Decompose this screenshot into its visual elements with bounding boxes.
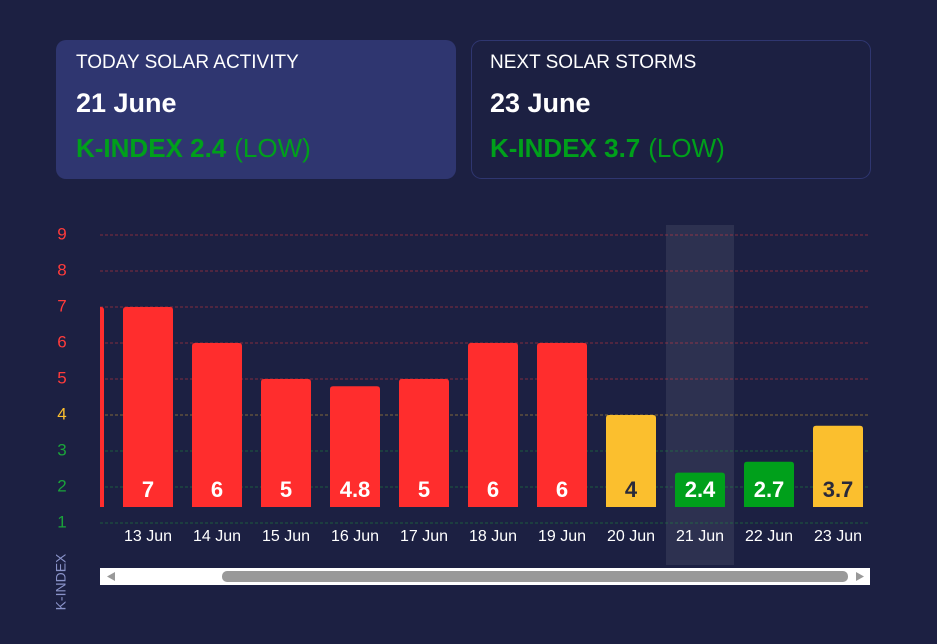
plot: 7 6 5 4.8 5 6 6 4 2.4 2.7 3.7 xyxy=(100,307,863,507)
x-tick-label: 17 Jun xyxy=(400,528,448,545)
bar xyxy=(606,415,656,507)
data-label: 2.7 xyxy=(754,477,785,502)
x-tick-label: 21 Jun xyxy=(676,528,724,545)
bar xyxy=(537,343,587,507)
card-label: NEXT SOLAR STORMS xyxy=(490,52,696,73)
bar xyxy=(744,461,794,507)
y-tick-label: 6 xyxy=(57,332,66,351)
data-label: 7 xyxy=(142,477,154,502)
scroll-left[interactable] xyxy=(107,572,115,581)
y-tick-label: 8 xyxy=(57,260,66,279)
y-tick-label: 5 xyxy=(57,368,66,387)
card-date: 21 June xyxy=(76,88,177,118)
x-tick-label: 22 Jun xyxy=(745,528,793,545)
card xyxy=(56,40,456,179)
data-label: 5 xyxy=(418,477,430,502)
card-index: K-INDEX 3.7 xyxy=(490,133,640,163)
x-tick-label: 23 Jun xyxy=(814,528,862,545)
bar xyxy=(675,472,725,507)
data-label: 3.7 xyxy=(823,477,854,502)
card-index: K-INDEX 2.4 xyxy=(76,133,227,163)
card-index-line: K-INDEX 2.4 (LOW) xyxy=(76,133,311,163)
y-tick-label: 3 xyxy=(57,440,66,459)
scroll-thumb[interactable] xyxy=(222,571,848,582)
card-level: (LOW) xyxy=(234,133,311,163)
x-tick-label: 13 Jun xyxy=(124,528,172,545)
card-date: 23 June xyxy=(490,88,591,118)
data-label: 2.4 xyxy=(685,477,716,502)
card-index-line: K-INDEX 3.7 (LOW) xyxy=(490,133,725,163)
card xyxy=(471,40,871,179)
y-tick-label: 1 xyxy=(57,512,66,531)
bar xyxy=(100,307,104,507)
card-level: (LOW) xyxy=(648,133,725,163)
x-tick-label: 14 Jun xyxy=(193,528,241,545)
y-tick-label: 9 xyxy=(57,224,66,243)
data-label: 6 xyxy=(487,477,499,502)
y-tick-label: 7 xyxy=(57,296,66,315)
y-tick-label: 4 xyxy=(57,404,66,423)
bar xyxy=(192,343,242,507)
x-tick-label: 16 Jun xyxy=(331,528,379,545)
data-label: 4.8 xyxy=(340,477,371,502)
x-tick-label: 19 Jun xyxy=(538,528,586,545)
x-tick-label: 18 Jun xyxy=(469,528,517,545)
data-label: 6 xyxy=(556,477,568,502)
bar xyxy=(813,425,863,507)
bar xyxy=(399,379,449,507)
chart: 1 2 3 4 5 6 7 8 9 7 6 5 4.8 5 6 6 4 2.4 2.7 3.7 13 Jun 14 Jun… xyxy=(57,224,870,545)
bar xyxy=(330,386,380,507)
scroll-right[interactable] xyxy=(856,572,864,581)
bar xyxy=(123,307,173,507)
bar xyxy=(261,379,311,507)
x-tick-label: 15 Jun xyxy=(262,528,310,545)
highlight-band xyxy=(666,225,734,565)
data-label: 5 xyxy=(280,477,292,502)
card-label: TODAY SOLAR ACTIVITY xyxy=(76,52,299,73)
data-label: 4 xyxy=(625,477,638,502)
x-tick-label: 20 Jun xyxy=(607,528,655,545)
data-label: 6 xyxy=(211,477,223,502)
y-axis-label: K-INDEX xyxy=(53,553,69,610)
bar xyxy=(468,343,518,507)
y-tick-label: 2 xyxy=(57,476,66,495)
